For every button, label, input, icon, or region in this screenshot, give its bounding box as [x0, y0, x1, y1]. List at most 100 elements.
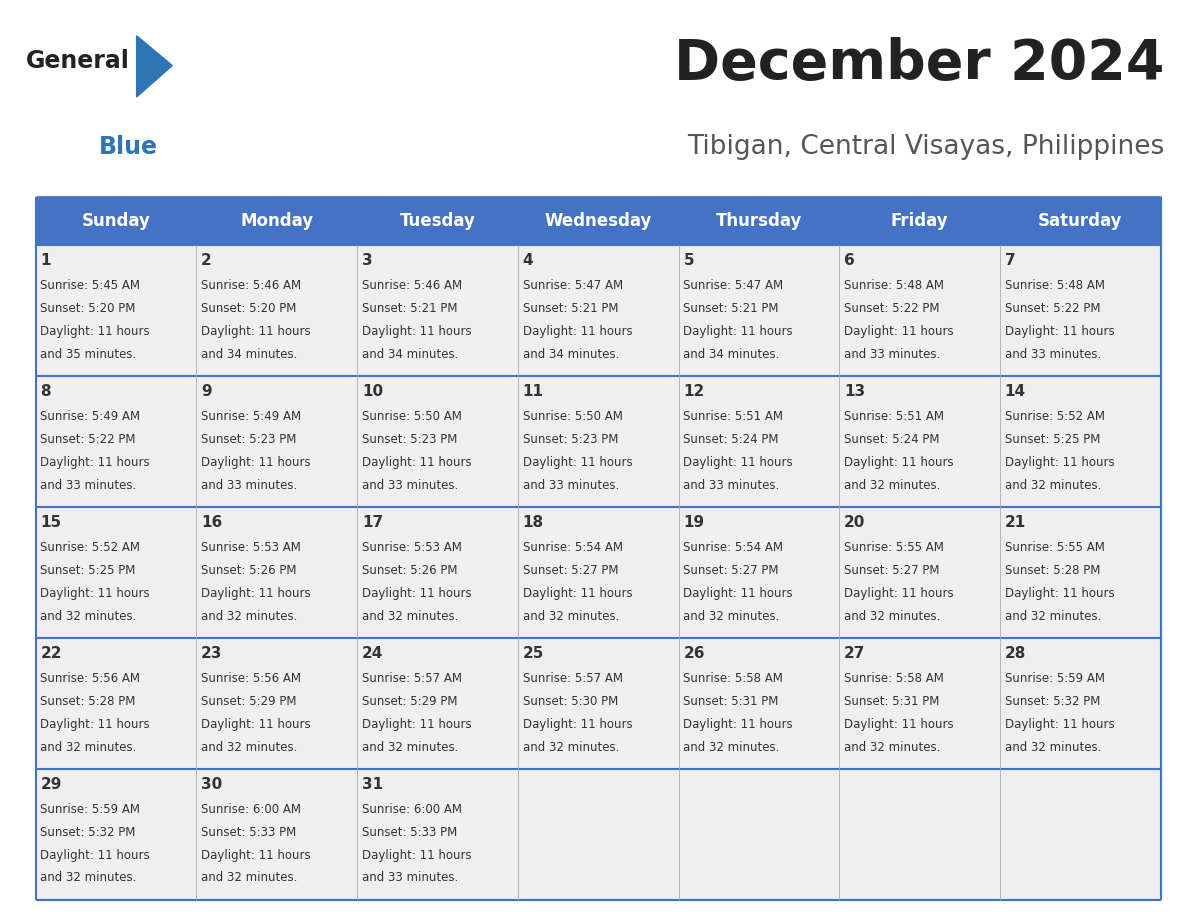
Text: Daylight: 11 hours: Daylight: 11 hours [40, 325, 150, 338]
Text: Sunrise: 5:46 AM: Sunrise: 5:46 AM [362, 279, 462, 292]
Text: Daylight: 11 hours: Daylight: 11 hours [523, 325, 632, 338]
Text: Sunset: 5:22 PM: Sunset: 5:22 PM [40, 433, 135, 446]
Text: Daylight: 11 hours: Daylight: 11 hours [362, 587, 472, 599]
FancyBboxPatch shape [839, 507, 1000, 638]
Text: 26: 26 [683, 645, 704, 661]
FancyBboxPatch shape [196, 245, 358, 376]
Text: Daylight: 11 hours: Daylight: 11 hours [362, 718, 472, 731]
Text: 30: 30 [201, 777, 222, 791]
Text: and 35 minutes.: and 35 minutes. [40, 348, 137, 361]
Text: 27: 27 [843, 645, 865, 661]
Text: 18: 18 [523, 515, 544, 530]
FancyBboxPatch shape [358, 245, 518, 376]
Text: Daylight: 11 hours: Daylight: 11 hours [683, 325, 792, 338]
Text: Daylight: 11 hours: Daylight: 11 hours [1005, 325, 1114, 338]
Text: Sunset: 5:20 PM: Sunset: 5:20 PM [201, 302, 297, 315]
Text: Daylight: 11 hours: Daylight: 11 hours [683, 718, 792, 731]
Text: Blue: Blue [99, 135, 158, 159]
Text: and 32 minutes.: and 32 minutes. [843, 741, 941, 754]
Text: Sunrise: 5:59 AM: Sunrise: 5:59 AM [40, 802, 140, 816]
FancyBboxPatch shape [678, 507, 839, 638]
FancyBboxPatch shape [678, 245, 839, 376]
Text: Sunset: 5:32 PM: Sunset: 5:32 PM [1005, 695, 1100, 708]
Text: Sunrise: 5:46 AM: Sunrise: 5:46 AM [201, 279, 302, 292]
Text: and 33 minutes.: and 33 minutes. [362, 871, 459, 885]
Text: and 34 minutes.: and 34 minutes. [362, 348, 459, 361]
Text: Daylight: 11 hours: Daylight: 11 hours [843, 587, 954, 599]
Text: Sunrise: 5:48 AM: Sunrise: 5:48 AM [843, 279, 944, 292]
Text: Sunrise: 5:49 AM: Sunrise: 5:49 AM [201, 410, 302, 423]
Text: and 33 minutes.: and 33 minutes. [1005, 348, 1101, 361]
FancyBboxPatch shape [678, 768, 839, 900]
FancyBboxPatch shape [36, 638, 196, 768]
FancyBboxPatch shape [678, 376, 839, 507]
Text: Daylight: 11 hours: Daylight: 11 hours [683, 456, 792, 469]
Text: Sunset: 5:30 PM: Sunset: 5:30 PM [523, 695, 618, 708]
Text: Daylight: 11 hours: Daylight: 11 hours [201, 718, 311, 731]
FancyBboxPatch shape [196, 638, 358, 768]
Text: Daylight: 11 hours: Daylight: 11 hours [843, 325, 954, 338]
Text: Sunrise: 5:57 AM: Sunrise: 5:57 AM [523, 672, 623, 685]
FancyBboxPatch shape [1000, 507, 1161, 638]
Text: Daylight: 11 hours: Daylight: 11 hours [1005, 718, 1114, 731]
Text: Tibigan, Central Visayas, Philippines: Tibigan, Central Visayas, Philippines [687, 133, 1164, 160]
Text: Daylight: 11 hours: Daylight: 11 hours [40, 587, 150, 599]
Text: Daylight: 11 hours: Daylight: 11 hours [201, 848, 311, 862]
FancyBboxPatch shape [1000, 638, 1161, 768]
Text: Sunrise: 6:00 AM: Sunrise: 6:00 AM [362, 802, 462, 816]
Text: and 32 minutes.: and 32 minutes. [40, 741, 137, 754]
Text: 6: 6 [843, 253, 855, 268]
Text: 2: 2 [201, 253, 211, 268]
Text: Daylight: 11 hours: Daylight: 11 hours [523, 456, 632, 469]
FancyBboxPatch shape [36, 245, 196, 376]
Text: and 32 minutes.: and 32 minutes. [1005, 610, 1101, 622]
Text: Daylight: 11 hours: Daylight: 11 hours [40, 848, 150, 862]
FancyBboxPatch shape [36, 768, 196, 900]
Text: December 2024: December 2024 [674, 37, 1164, 91]
Text: Sunset: 5:27 PM: Sunset: 5:27 PM [523, 564, 618, 577]
Text: 14: 14 [1005, 384, 1026, 399]
Text: Sunset: 5:33 PM: Sunset: 5:33 PM [362, 825, 457, 839]
Text: and 32 minutes.: and 32 minutes. [201, 871, 297, 885]
Text: and 32 minutes.: and 32 minutes. [40, 871, 137, 885]
Text: Sunrise: 5:53 AM: Sunrise: 5:53 AM [201, 541, 301, 554]
Text: and 33 minutes.: and 33 minutes. [362, 479, 459, 492]
Text: Sunset: 5:25 PM: Sunset: 5:25 PM [40, 564, 135, 577]
FancyBboxPatch shape [36, 376, 196, 507]
Text: Monday: Monday [240, 212, 314, 230]
FancyBboxPatch shape [518, 245, 678, 376]
FancyBboxPatch shape [1000, 245, 1161, 376]
Text: Daylight: 11 hours: Daylight: 11 hours [843, 718, 954, 731]
Text: and 32 minutes.: and 32 minutes. [362, 741, 459, 754]
Text: 1: 1 [40, 253, 51, 268]
FancyBboxPatch shape [839, 245, 1000, 376]
Text: 9: 9 [201, 384, 211, 399]
Text: 13: 13 [843, 384, 865, 399]
FancyBboxPatch shape [1000, 376, 1161, 507]
Text: 16: 16 [201, 515, 222, 530]
Text: Daylight: 11 hours: Daylight: 11 hours [40, 718, 150, 731]
Text: and 32 minutes.: and 32 minutes. [362, 610, 459, 622]
Text: Sunrise: 5:54 AM: Sunrise: 5:54 AM [523, 541, 623, 554]
Text: Sunrise: 5:58 AM: Sunrise: 5:58 AM [843, 672, 944, 685]
Text: Sunset: 5:20 PM: Sunset: 5:20 PM [40, 302, 135, 315]
Text: and 33 minutes.: and 33 minutes. [201, 479, 297, 492]
Text: Sunset: 5:21 PM: Sunset: 5:21 PM [362, 302, 457, 315]
Text: 19: 19 [683, 515, 704, 530]
Text: 15: 15 [40, 515, 62, 530]
Text: and 34 minutes.: and 34 minutes. [201, 348, 297, 361]
Text: and 32 minutes.: and 32 minutes. [523, 610, 619, 622]
Text: Sunset: 5:22 PM: Sunset: 5:22 PM [843, 302, 940, 315]
Text: and 32 minutes.: and 32 minutes. [683, 741, 779, 754]
Text: Thursday: Thursday [715, 212, 802, 230]
Text: Sunset: 5:27 PM: Sunset: 5:27 PM [843, 564, 940, 577]
FancyBboxPatch shape [839, 638, 1000, 768]
Text: Sunset: 5:23 PM: Sunset: 5:23 PM [362, 433, 457, 446]
Text: Sunset: 5:29 PM: Sunset: 5:29 PM [201, 695, 297, 708]
Text: Sunrise: 5:45 AM: Sunrise: 5:45 AM [40, 279, 140, 292]
Text: 3: 3 [362, 253, 373, 268]
Text: Sunset: 5:31 PM: Sunset: 5:31 PM [683, 695, 778, 708]
Text: Tuesday: Tuesday [399, 212, 475, 230]
Text: and 32 minutes.: and 32 minutes. [843, 479, 941, 492]
Text: Daylight: 11 hours: Daylight: 11 hours [1005, 456, 1114, 469]
